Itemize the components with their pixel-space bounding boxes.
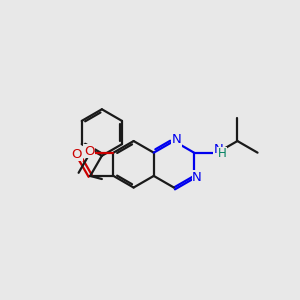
Text: N: N: [192, 171, 202, 184]
Text: H: H: [218, 147, 226, 160]
Text: N: N: [172, 133, 182, 146]
Text: N: N: [214, 143, 223, 156]
Text: O: O: [71, 148, 82, 160]
Text: O: O: [84, 145, 94, 158]
